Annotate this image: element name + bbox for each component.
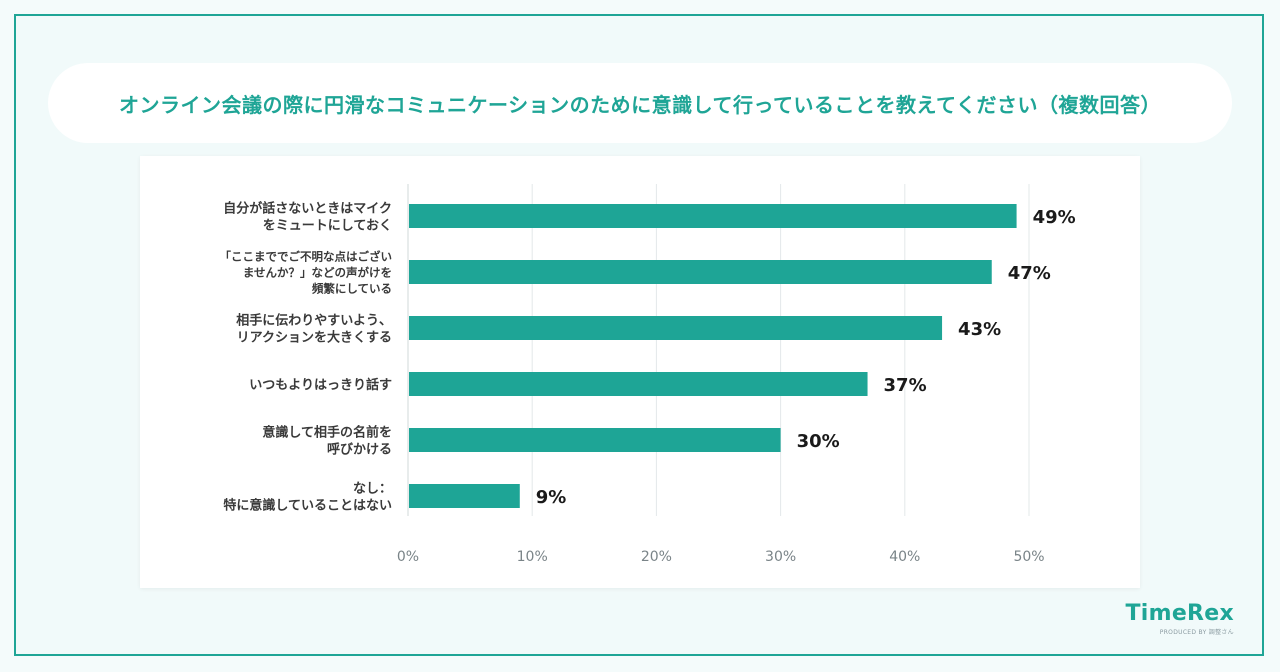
category-label-line: 特に意識していることはない	[223, 497, 392, 513]
x-tick-label: 30%	[765, 549, 796, 565]
x-tick-label: 0%	[397, 549, 419, 565]
category-label-line: ませんか？」などの声がけを	[243, 265, 392, 279]
category-label-line: リアクションを大きくする	[237, 329, 392, 345]
value-label: 37%	[884, 375, 927, 396]
title-banner: オンライン会議の際に円滑なコミュニケーションのために意識して行っていることを教え…	[48, 63, 1232, 143]
category-label-line: 自分が話さないときはマイク	[223, 200, 392, 216]
x-tick-label: 40%	[889, 549, 920, 565]
category-label-line: をミュートにしておく	[263, 218, 392, 233]
value-label: 49%	[1033, 207, 1076, 228]
brand-name: TimeRex	[1125, 601, 1234, 626]
category-label-line: 「ここまででご不明な点はござい	[220, 249, 393, 263]
bar	[409, 260, 992, 284]
category-label-line: いつもよりはっきり話す	[249, 377, 392, 393]
brand-logo: TimeRex PRODUCED BY 調整さん	[1125, 601, 1234, 637]
bar	[409, 204, 1017, 228]
x-tick-label: 20%	[641, 549, 672, 565]
category-label: いつもよりはっきり話す	[249, 377, 392, 393]
bar-chart: 0% 10% 20% 30% 40% 50% 49% 自分が話さないときはマイクをミュートにし…	[220, 184, 1076, 565]
category-label: 「ここまででご不明な点はございませんか？」などの声がけを頻繁にしている	[220, 249, 393, 295]
chart-card: 0% 10% 20% 30% 40% 50% 49% 自分が話さないときはマイクをミュートにし…	[140, 156, 1140, 588]
category-label: 意識して相手の名前を呼びかける	[262, 424, 392, 457]
category-label-line: 頻繁にしている	[312, 281, 392, 295]
bar	[409, 372, 868, 396]
value-label: 47%	[1008, 263, 1051, 284]
bar	[409, 316, 943, 340]
chart-title: オンライン会議の際に円滑なコミュニケーションのために意識して行っていることを教え…	[119, 92, 1161, 117]
bar	[409, 484, 520, 508]
category-label: 自分が話さないときはマイクをミュートにしておく	[223, 200, 392, 233]
brand-tagline: PRODUCED BY 調整さん	[1159, 629, 1234, 636]
bar	[409, 428, 781, 452]
value-label: 43%	[958, 319, 1001, 340]
x-tick-label: 10%	[517, 549, 548, 565]
category-label: なし：特に意識していることはない	[223, 481, 392, 513]
value-label: 30%	[797, 431, 840, 452]
category-label-line: 意識して相手の名前を	[262, 424, 392, 440]
category-label-line: なし：	[353, 481, 392, 496]
category-label-line: 呼びかける	[327, 441, 392, 457]
category-label: 相手に伝わりやすいよう、リアクションを大きくする	[236, 312, 392, 345]
value-label: 9%	[536, 487, 567, 508]
category-label-line: 相手に伝わりやすいよう、	[236, 312, 392, 328]
x-tick-label: 50%	[1013, 549, 1044, 565]
